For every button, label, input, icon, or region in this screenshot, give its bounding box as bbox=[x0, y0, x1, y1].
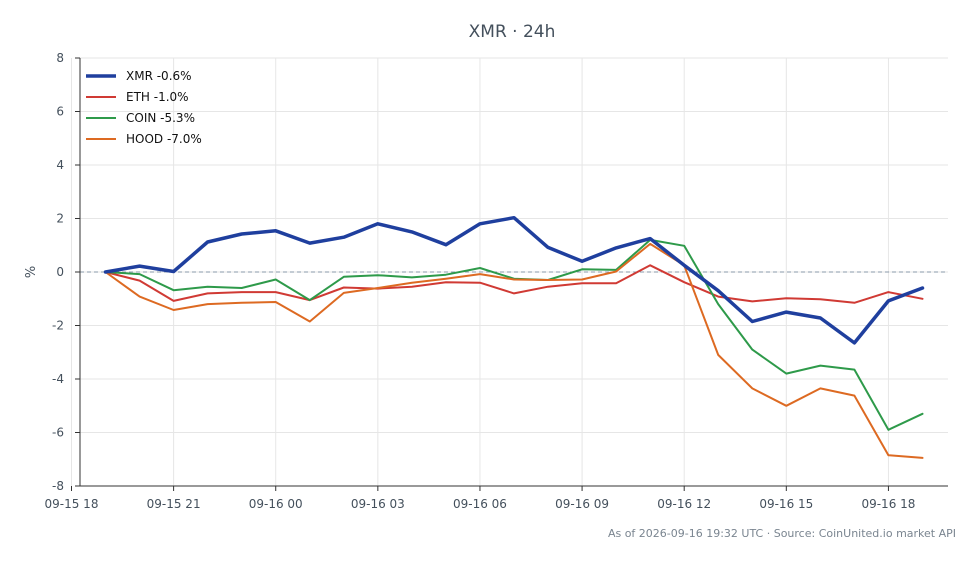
x-tick-label: 09-16 15 bbox=[759, 497, 813, 511]
x-tick-label: 09-16 09 bbox=[555, 497, 609, 511]
legend-label-xmr: XMR -0.6% bbox=[126, 69, 192, 83]
legend-label-hood: HOOD -7.0% bbox=[126, 132, 202, 146]
y-tick-label: 6 bbox=[56, 105, 64, 119]
x-tick-label: 09-16 03 bbox=[351, 497, 405, 511]
x-tick-label: 09-16 06 bbox=[453, 497, 507, 511]
y-tick-label: -2 bbox=[52, 319, 64, 333]
legend-label-coin: COIN -5.3% bbox=[126, 111, 195, 125]
y-tick-label: 4 bbox=[56, 158, 64, 172]
series-line-eth bbox=[104, 264, 924, 304]
y-tick-label: 8 bbox=[56, 51, 64, 65]
y-tick-label: -6 bbox=[52, 426, 64, 440]
x-tick-label: 09-15 21 bbox=[147, 497, 201, 511]
y-tick-label: 0 bbox=[56, 265, 64, 279]
y-axis-label: % bbox=[24, 266, 39, 278]
x-tick-label: 09-16 00 bbox=[249, 497, 303, 511]
axis-layer: -8 -6 -4 -2 0 2 4 6 8 09-15 18 09-15 21 09-16 00 09-… bbox=[45, 51, 948, 511]
legend-label-eth: ETH -1.0% bbox=[126, 90, 189, 104]
source-note: As of 2026-09-16 19:32 UTC · Source: Coi… bbox=[608, 527, 956, 540]
series-line-coin bbox=[104, 238, 924, 431]
chart-title: XMR · 24h bbox=[469, 22, 556, 42]
series-line-hood bbox=[104, 242, 924, 459]
series-line-xmr bbox=[103, 215, 925, 345]
series-layer bbox=[103, 215, 925, 459]
x-tick-label: 09-16 18 bbox=[861, 497, 915, 511]
y-tick-label: -4 bbox=[52, 372, 64, 386]
x-tick-label: 09-15 18 bbox=[45, 497, 99, 511]
legend: XMR -0.6% ETH -1.0% COIN -5.3% HOOD -7.0% bbox=[86, 69, 202, 146]
x-tick-label: 09-16 12 bbox=[657, 497, 711, 511]
y-tick-label: 2 bbox=[56, 212, 64, 226]
y-tick-label: -8 bbox=[52, 479, 64, 493]
grid-layer bbox=[70, 57, 948, 487]
